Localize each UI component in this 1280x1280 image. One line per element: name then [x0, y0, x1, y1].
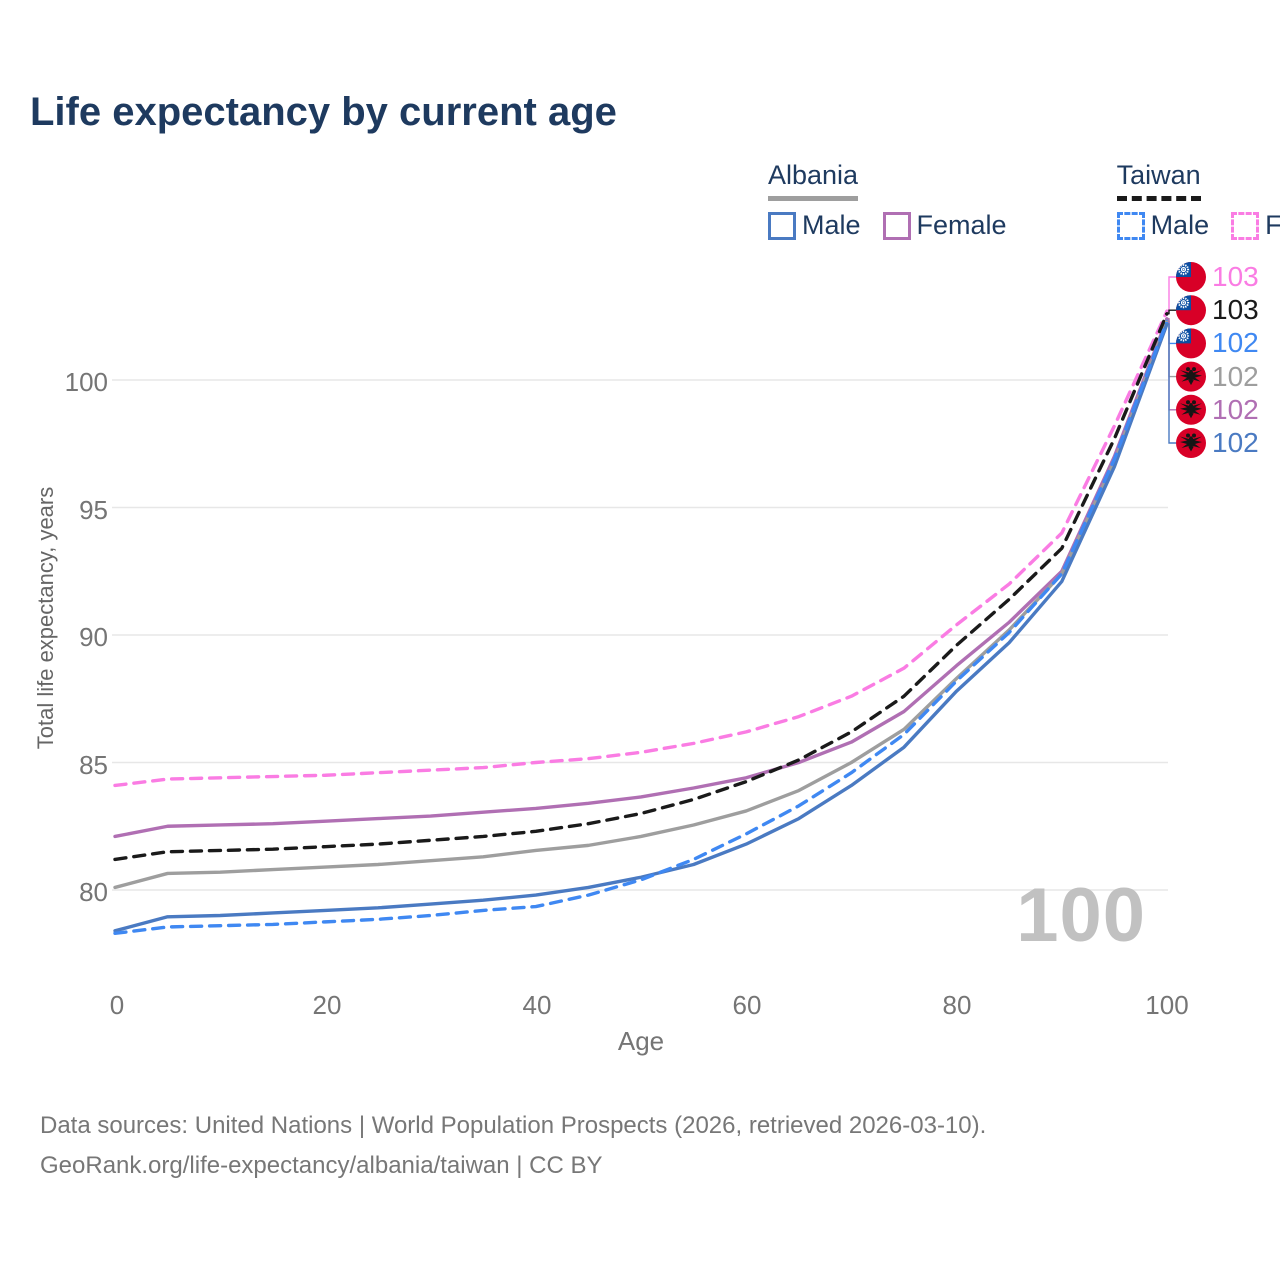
- legend-group-taiwan: Taiwan Male Female: [1116, 160, 1280, 241]
- leader-line-taiwan_female: [1165, 276, 1176, 312]
- leader-line-albania_male: [1165, 323, 1176, 444]
- legend-item-label: Male: [1150, 210, 1210, 240]
- footer-sources-line: Data sources: United Nations | World Pop…: [40, 1112, 987, 1139]
- albania-female-swatch-icon: [882, 211, 911, 240]
- flag-taiwan-icon: [1176, 262, 1206, 292]
- series-line-albania_female: [113, 317, 1169, 839]
- y-tick-100: 100: [64, 367, 108, 397]
- x-tick-100: 100: [1145, 990, 1189, 1020]
- end-label-taiwan-female: 103: [1212, 261, 1259, 292]
- legend-row-taiwan: Male Female: [1116, 210, 1280, 241]
- legend-row-albania: Male Female: [768, 210, 1007, 241]
- series-line-taiwan_male: [113, 319, 1169, 936]
- flag-albania-icon: [1176, 428, 1206, 458]
- end-label-albania-female: 102: [1212, 394, 1259, 425]
- legend-group-header-taiwan[interactable]: Taiwan: [1116, 160, 1201, 201]
- end-label-albania-male: 102: [1212, 427, 1259, 458]
- end-label-taiwan-total: 103: [1212, 294, 1259, 325]
- x-axis-title: Age: [617, 1026, 665, 1056]
- series-line-albania_total: [113, 319, 1169, 890]
- leader-line-taiwan_total: [1165, 309, 1176, 315]
- y-tick-80: 80: [79, 877, 108, 907]
- y-tick-90: 90: [79, 622, 108, 652]
- flag-taiwan-icon: [1176, 295, 1206, 326]
- legend-item-label: Male: [802, 210, 861, 240]
- legend: Albania Male Female Taiwan Male Female: [768, 160, 1280, 241]
- x-tick-40: 40: [522, 990, 552, 1020]
- page-title: Life expectancy by current age: [30, 90, 617, 134]
- legend-item-label: Female: [916, 210, 1007, 240]
- series-line-taiwan_female: [113, 309, 1169, 788]
- legend-group-header-albania[interactable]: Albania: [768, 160, 859, 201]
- footer-attribution-line: GeoRank.org/life-expectancy/albania/taiw…: [40, 1151, 603, 1179]
- flag-albania-icon: [1176, 361, 1206, 392]
- legend-item-label: Female: [1265, 210, 1280, 240]
- taiwan-female-swatch-icon: [1231, 211, 1260, 240]
- footer: Data sources: United Nations | World Pop…: [40, 1106, 986, 1185]
- x-tick-20: 20: [312, 990, 342, 1020]
- flag-albania-icon: [1176, 394, 1206, 425]
- taiwan-male-swatch-icon: [1116, 211, 1145, 240]
- legend-group-albania: Albania Male Female: [768, 160, 1007, 241]
- x-tick-80: 80: [942, 990, 972, 1020]
- legend-item-taiwan-female[interactable]: Female: [1231, 210, 1280, 241]
- albania-male-swatch-icon: [768, 211, 796, 240]
- flag-taiwan-icon: [1176, 328, 1206, 359]
- age-counter-watermark: 100: [1016, 873, 1146, 958]
- y-tick-95: 95: [79, 495, 108, 525]
- legend-item-taiwan-male[interactable]: Male: [1116, 210, 1210, 241]
- series-line-albania_male: [113, 322, 1169, 933]
- x-tick-0: 0: [109, 990, 125, 1020]
- x-tick-60: 60: [732, 990, 762, 1020]
- leader-line-albania_female: [1165, 318, 1176, 411]
- series-line-taiwan_total: [113, 312, 1169, 862]
- legend-item-albania-male[interactable]: Male: [768, 210, 861, 241]
- y-tick-85: 85: [79, 750, 108, 780]
- end-label-taiwan-male: 102: [1212, 327, 1259, 358]
- end-label-albania-total: 102: [1212, 361, 1259, 392]
- legend-item-albania-female[interactable]: Female: [882, 210, 1007, 241]
- y-axis-title: Total life expectancy, years: [33, 486, 58, 750]
